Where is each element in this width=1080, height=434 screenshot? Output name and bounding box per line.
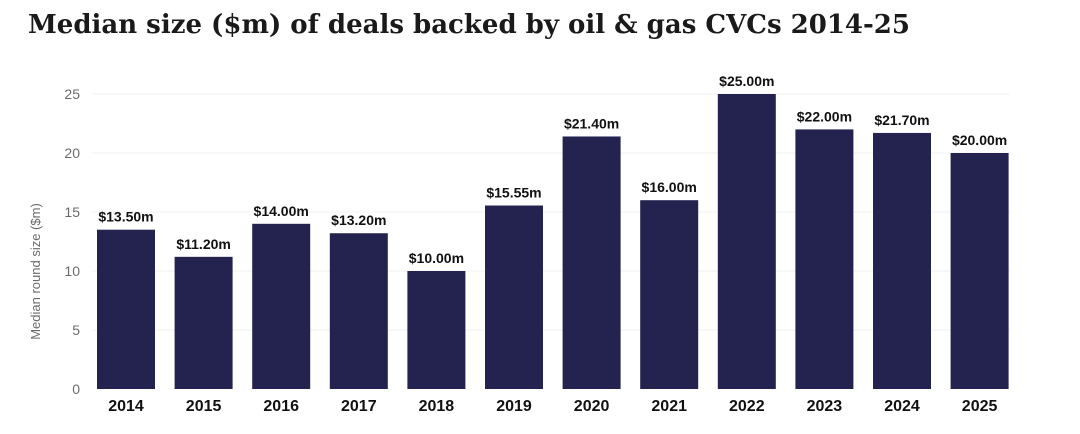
data-label-2022: $25.00m [719,73,774,89]
bar-2022 [717,94,776,389]
data-label-2023: $22.00m [797,108,852,124]
data-label-2025: $20.00m [952,132,1007,148]
x-tick-label-2024: 2024 [884,398,920,415]
x-tick-label-2015: 2015 [186,398,222,415]
x-tick-label-2016: 2016 [263,398,299,415]
y-axis-label: Median round size ($m) [28,203,43,340]
x-tick-label-2020: 2020 [574,398,610,415]
data-labels: $13.50m $11.20m $14.00m $13.20m $10.00m $15.5… [98,73,1007,266]
bar-2024 [873,132,931,389]
bar-2019 [485,205,543,389]
gridlines [92,93,1010,331]
x-tick-label-2018: 2018 [419,398,455,415]
bar-2025 [950,153,1009,389]
bar-2020 [562,136,621,389]
bar-2018 [407,271,466,389]
y-tick-label: 25 [64,86,80,102]
data-label-2018: $10.00m [409,250,464,266]
x-tick-label-2021: 2021 [651,398,687,415]
data-label-2021: $16.00m [642,179,697,195]
x-tick-label-2022: 2022 [729,398,765,415]
y-tick-label: 20 [64,145,80,161]
data-label-2019: $15.55m [486,185,541,201]
y-tick-label: 10 [64,263,80,279]
bar-2017 [329,233,388,389]
x-tick-label-2014: 2014 [108,398,144,415]
bar-2023 [795,129,854,389]
x-tick-label-2025: 2025 [962,398,998,415]
data-label-2020: $21.40m [564,115,619,131]
bar-2015 [174,256,233,389]
bar-2016 [252,223,311,389]
data-label-2014: $13.50m [98,209,153,225]
y-tick-label: 5 [72,322,80,338]
x-tick-label-2017: 2017 [341,398,377,415]
y-tick-label: 15 [64,204,80,220]
data-label-2017: $13.20m [331,212,386,228]
y-axis-ticks: 0 5 10 15 20 25 [64,86,80,397]
x-tick-label-2023: 2023 [807,398,843,415]
bar-2021 [640,200,699,389]
x-axis-categories: 2014 2015 2016 2017 2018 2019 2020 2021 2022 2023… [108,398,997,415]
y-tick-label: 0 [72,381,80,397]
data-label-2024: $21.70m [874,112,929,128]
bar-2014 [97,229,155,389]
bars [97,94,1009,389]
data-label-2015: $11.20m [176,236,231,252]
x-tick-label-2019: 2019 [496,398,532,415]
data-label-2016: $14.00m [254,203,309,219]
chart-title: Median size ($m) of deals backed by oil … [28,10,910,40]
